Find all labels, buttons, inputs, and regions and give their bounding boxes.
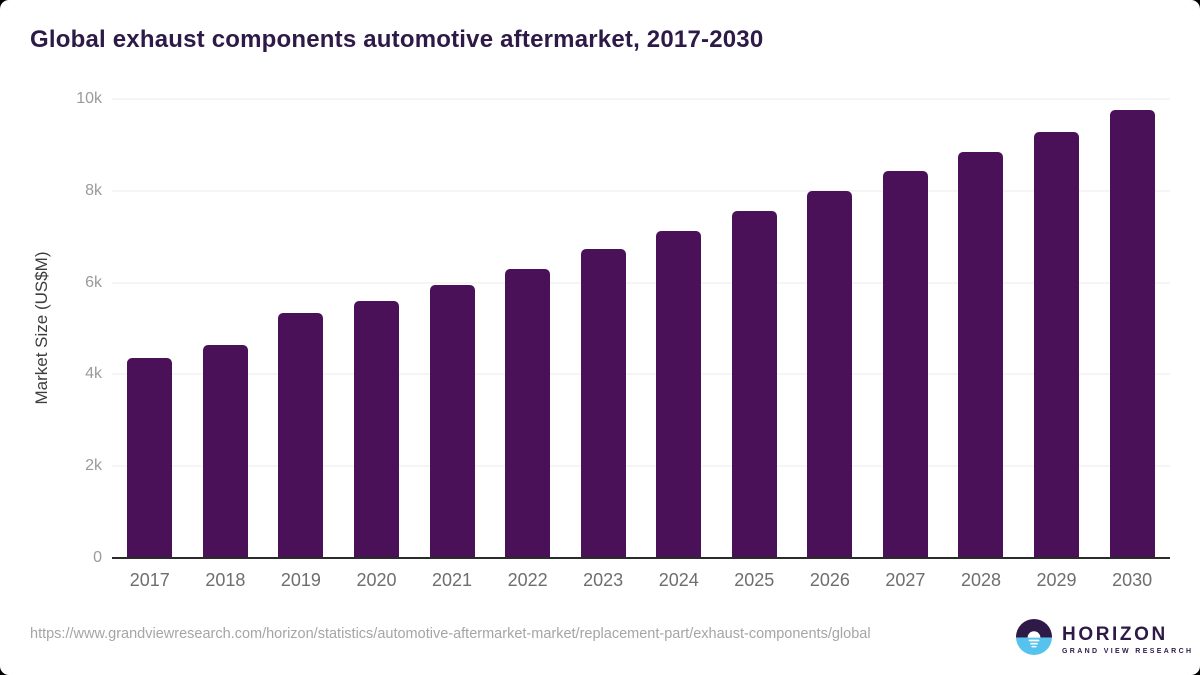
bar-column: 2022 <box>505 99 551 590</box>
bar-series: 2017 2018 2019 2020 2021 2022 2023 2024 2025 2026… <box>112 99 1170 590</box>
gridline <box>112 373 1170 375</box>
x-tick-label: 2021 <box>432 570 473 590</box>
bar-2022[interactable] <box>505 268 551 558</box>
gridline <box>112 282 1170 284</box>
bar-column: 2020 <box>353 99 399 590</box>
x-tick-label: 2022 <box>507 570 548 590</box>
x-tick-label: 2025 <box>734 570 775 590</box>
bar-2026[interactable] <box>807 191 853 558</box>
y-tick-label: 8k <box>85 181 102 199</box>
logo-tagline: GRAND VIEW RESEARCH <box>1062 647 1194 655</box>
horizon-logo[interactable]: HORIZON GRAND VIEW RESEARCH <box>1016 619 1193 660</box>
x-tick-label: 2024 <box>658 570 699 590</box>
bar-column: 2023 <box>580 99 626 590</box>
x-tick-label: 2026 <box>809 570 850 590</box>
horizon-logo-text: HORIZON GRAND VIEW RESEARCH <box>1062 625 1193 655</box>
gridline <box>112 465 1170 467</box>
bar-2027[interactable] <box>882 171 928 558</box>
source-url: https://www.grandviewresearch.com/horizo… <box>30 626 871 642</box>
x-tick-label: 2017 <box>129 570 170 590</box>
y-tick-label: 0 <box>93 549 102 566</box>
chart-title: Global exhaust components automotive aft… <box>30 26 764 53</box>
bar-2030[interactable] <box>1109 110 1155 558</box>
y-tick-label: 10k <box>76 90 102 107</box>
bar-2024[interactable] <box>656 230 702 558</box>
x-axis-line <box>112 557 1170 559</box>
bar-2028[interactable] <box>958 152 1004 558</box>
y-tick-label: 6k <box>85 273 102 291</box>
bar-column: 2024 <box>656 99 702 590</box>
horizon-logo-icon <box>1016 619 1052 660</box>
y-tick-label: 4k <box>85 365 102 383</box>
bar-2017[interactable] <box>127 357 173 558</box>
x-tick-label: 2020 <box>356 570 397 590</box>
bar-column: 2019 <box>278 99 324 590</box>
x-tick-label: 2019 <box>280 570 321 590</box>
x-tick-label: 2030 <box>1112 570 1153 590</box>
x-tick-label: 2029 <box>1036 570 1077 590</box>
plot-area: 2017 2018 2019 2020 2021 2022 2023 2024 2025 2026… <box>112 98 1170 590</box>
bar-column: 2027 <box>882 99 928 590</box>
logo-name: HORIZON <box>1062 623 1168 645</box>
bar-2029[interactable] <box>1034 131 1080 558</box>
bar-column: 2028 <box>958 99 1004 590</box>
bar-2018[interactable] <box>202 345 248 558</box>
y-axis-tick-labels: 0 2k 4k 6k 8k 10k <box>0 90 102 566</box>
gridline <box>112 190 1170 192</box>
bar-column: 2026 <box>807 99 853 590</box>
x-tick-label: 2018 <box>205 570 246 590</box>
bar-column: 2018 <box>202 99 248 590</box>
bar-2025[interactable] <box>731 211 777 558</box>
bar-column: 2029 <box>1034 99 1080 590</box>
bar-column: 2030 <box>1109 99 1155 590</box>
gridline <box>112 98 1170 100</box>
bar-2023[interactable] <box>580 249 626 558</box>
bar-2021[interactable] <box>429 284 475 558</box>
bar-column: 2025 <box>731 99 777 590</box>
bar-column: 2021 <box>429 99 475 590</box>
x-tick-label: 2027 <box>885 570 926 590</box>
bar-column: 2017 <box>127 99 173 590</box>
bar-2020[interactable] <box>353 300 399 558</box>
x-tick-label: 2023 <box>583 570 624 590</box>
bar-2019[interactable] <box>278 313 324 558</box>
y-tick-label: 2k <box>85 457 102 475</box>
x-tick-label: 2028 <box>960 570 1001 590</box>
